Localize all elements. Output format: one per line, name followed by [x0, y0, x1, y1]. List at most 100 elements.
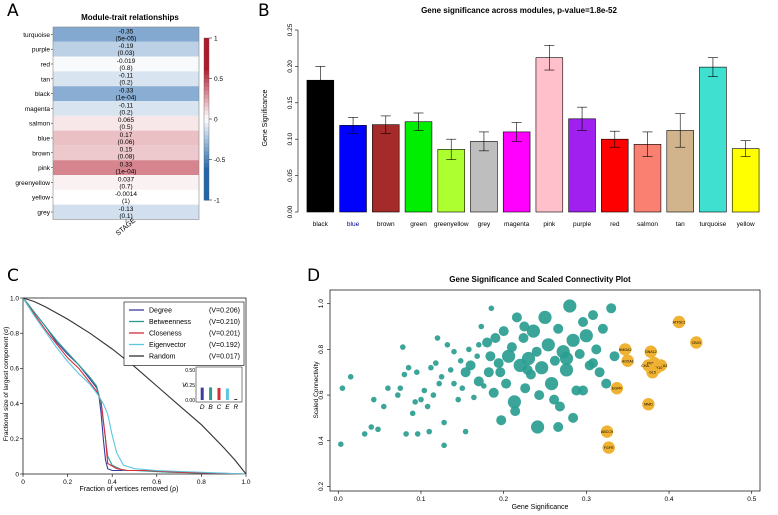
gene-point	[441, 419, 447, 426]
heatmap-cell-pvalue: (0.8)	[119, 65, 132, 72]
heatmap-cell	[53, 175, 199, 190]
hub-gene-point	[672, 315, 686, 329]
heatmap-cell-cor: 0.17	[120, 132, 133, 139]
legend-swatch	[204, 70, 209, 75]
gene-point	[465, 360, 476, 371]
category-label: turquoise	[700, 221, 727, 228]
hub-gene-label: CBX3	[692, 341, 701, 345]
x-axis-tick-label: 0.1	[416, 496, 425, 503]
gene-point	[338, 441, 344, 448]
gene-point	[563, 299, 577, 313]
scatter-title: Gene Significance and Scaled Connectivit…	[449, 275, 631, 284]
gene-point	[436, 380, 443, 387]
legend-swatch	[204, 82, 209, 88]
gene-point	[538, 310, 552, 324]
line-chart-x-label: Fraction of vertices removed (ρ)	[80, 486, 179, 493]
gene-point	[522, 364, 533, 375]
gene-point	[506, 342, 517, 353]
gene-point	[498, 326, 509, 337]
gene-point	[511, 312, 522, 323]
legend-swatch	[204, 102, 209, 108]
category-label: tan	[676, 221, 685, 228]
legend-tick-label: 0.5	[214, 76, 223, 83]
gene-point	[488, 387, 499, 398]
heatmap-cell-pvalue: (0.08)	[118, 154, 135, 161]
hub-gene-point	[654, 359, 667, 372]
legend-swatch	[204, 86, 209, 92]
gene-point	[525, 369, 536, 380]
gene-point	[493, 358, 504, 369]
heatmap-cell-cor: 0.15	[120, 147, 133, 154]
gene-point	[441, 442, 447, 449]
gene-point	[549, 355, 560, 366]
heatmap-cell-cor: -0.019	[117, 58, 136, 65]
inset-bar-label: D	[200, 404, 205, 411]
scatter-y-label: Scaled Connectivity	[313, 361, 320, 419]
legend-swatch	[204, 191, 209, 197]
hub-gene-label: GNA12	[645, 350, 657, 354]
legend-swatch	[204, 155, 209, 160]
legend-series-stat: (V=0.206)	[209, 308, 240, 315]
gene-point	[541, 338, 555, 352]
bar-pink	[535, 57, 564, 213]
y-axis-tick-label: 0	[15, 471, 19, 478]
y-axis-tick-label: 0.8	[10, 331, 19, 338]
scatter-x-label: Gene Significance	[512, 504, 569, 511]
heatmap-cell	[53, 27, 199, 42]
hub-gene-label: CNX10	[651, 366, 663, 370]
gene-point	[513, 358, 527, 372]
panel-label-d: D	[307, 266, 321, 286]
gene-point	[554, 401, 565, 412]
bar-tan	[666, 130, 694, 213]
plot-frame	[22, 297, 247, 475]
legend-series-name: Betweenness	[149, 319, 192, 326]
legend-swatch	[204, 90, 209, 96]
legend-frame	[203, 37, 210, 201]
heatmap-cell-cor: -0.19	[119, 43, 134, 50]
hub-gene-label: HOXA1	[622, 359, 634, 363]
gene-point	[395, 392, 401, 398]
heatmap-cell-pvalue: (0.7)	[119, 183, 132, 190]
inset-bar-label: C	[217, 404, 222, 411]
gene-point	[451, 380, 457, 387]
heatmap-cell	[53, 101, 199, 116]
legend-swatch	[204, 74, 209, 79]
line-series-degree	[22, 297, 247, 475]
inset-bar-label: E	[225, 404, 230, 411]
x-axis-tick-label: 0.5	[747, 496, 756, 503]
legend-swatch	[204, 110, 209, 116]
hub-gene-label: ABCC9	[601, 430, 613, 434]
bar-blue	[339, 125, 367, 213]
bar-black	[306, 79, 335, 213]
y-axis-tick-label: 0.6	[10, 366, 19, 373]
heatmap-cell	[53, 130, 199, 146]
legend-series-name: Eigenvector	[149, 342, 187, 349]
y-axis-tick-label: 0.15	[287, 96, 294, 109]
category-label: brown	[377, 221, 395, 228]
heatmap-cell-cor: -0.11	[119, 102, 134, 109]
gene-point	[566, 333, 580, 347]
bar-magenta	[502, 131, 531, 213]
legend-swatch	[204, 183, 209, 189]
legend-swatch	[204, 123, 209, 128]
gene-point	[496, 415, 507, 426]
hub-gene-point	[648, 356, 661, 370]
legend-swatch	[204, 78, 209, 84]
gene-point	[501, 378, 512, 389]
panel-label-c: C	[7, 266, 19, 286]
hub-gene-label: CHAF1B	[641, 364, 656, 368]
gene-point	[518, 333, 529, 343]
x-axis-tick-label: 1.0	[241, 479, 250, 486]
gene-point	[375, 426, 381, 433]
heatmap-cell	[53, 145, 199, 161]
x-axis-tick-label: 0.4	[108, 479, 117, 486]
heatmap-row-label: pink	[38, 165, 51, 172]
heatmap-cell-cor: -0.0014	[115, 191, 137, 198]
category-label: purple	[573, 221, 591, 228]
line-series-random	[22, 297, 247, 475]
line-chart-y-label: Fractional size of largest component (σ)	[3, 327, 10, 442]
heatmap-row-label: grey	[37, 210, 50, 217]
heatmap-row-label: greenyellow	[15, 180, 50, 187]
